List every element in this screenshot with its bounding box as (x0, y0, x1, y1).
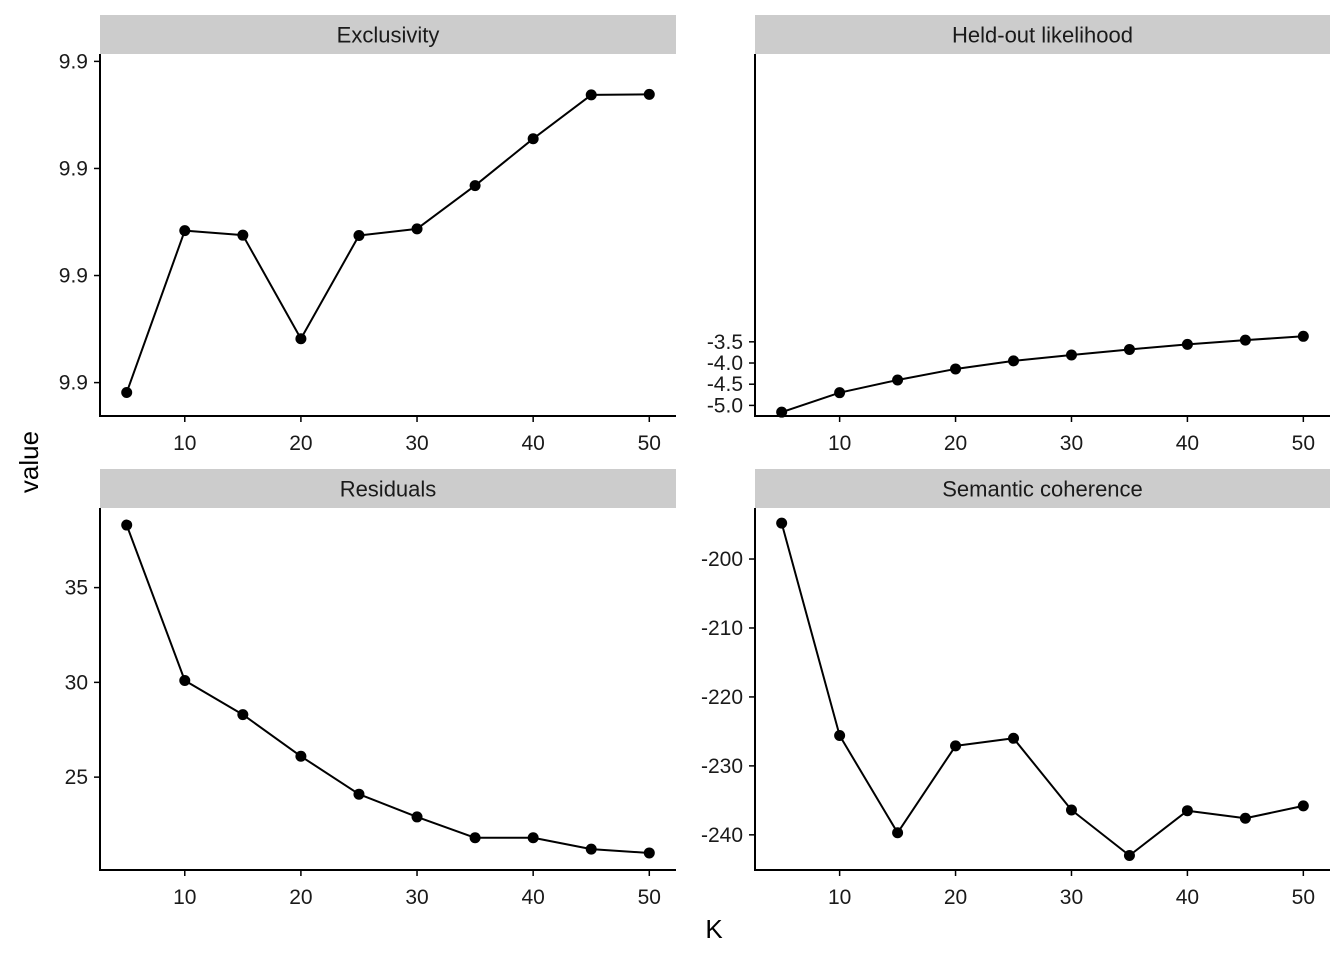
y-tick-label: -240 (701, 824, 743, 847)
panels: Exclusivity 10 20 30 40 50 9.9 9.9 9.9 9.9 Held-ou… (59, 15, 1330, 909)
data-point (1008, 355, 1020, 367)
data-point (353, 230, 365, 242)
data-point (950, 740, 962, 752)
facet-title: Residuals (340, 477, 437, 502)
y-tick-label: 9.9 (59, 157, 88, 180)
data-point (1181, 805, 1193, 817)
x-tick-label: 30 (1060, 432, 1083, 455)
series-line (125, 524, 650, 854)
y-tick-label: -5.0 (707, 394, 743, 417)
facet-strip (100, 15, 676, 54)
data-point (295, 750, 307, 762)
data-point (776, 517, 788, 529)
data-point (469, 832, 481, 844)
y-tick-label: -230 (701, 755, 743, 778)
facet-title: Exclusivity (337, 23, 440, 48)
panel-held-out-likelihood: Held-out likelihood 10 20 30 40 50 -5.0-4.5-4.… (707, 15, 1330, 455)
x-tick-label: 50 (638, 432, 661, 455)
x-tick-label: 10 (173, 432, 196, 455)
x-tick-label: 20 (289, 432, 312, 455)
y-tick-label: 9.9 (59, 372, 88, 395)
y-tick-label: -4.0 (707, 352, 743, 375)
data-point (353, 788, 365, 800)
series-line (125, 93, 650, 393)
x-tick-label: 40 (521, 886, 544, 909)
data-point (1297, 330, 1309, 342)
data-point (1239, 334, 1251, 346)
y-tick-label: -220 (701, 686, 743, 709)
data-point (834, 730, 846, 742)
data-point (1297, 800, 1309, 812)
data-point (469, 180, 481, 192)
panel-exclusivity: Exclusivity 10 20 30 40 50 9.9 9.9 9.9 9.9 (59, 15, 676, 455)
data-point (237, 709, 249, 721)
y-tick-label: -200 (701, 548, 743, 571)
data-point (1065, 804, 1077, 816)
y-tick-label: 35 (65, 577, 88, 600)
x-tick-label: 30 (405, 432, 428, 455)
data-point (1181, 338, 1193, 350)
data-point (1123, 343, 1135, 355)
facet-strip (755, 469, 1330, 508)
series-line (781, 335, 1304, 414)
y-tick-label: -3.5 (707, 331, 743, 354)
data-point (295, 333, 307, 345)
y-tick-label: -210 (701, 617, 743, 640)
data-point (776, 406, 788, 418)
data-point (237, 229, 249, 241)
panel-semantic-coherence: Semantic coherence 10 20 30 40 50 -240 -230 -220… (701, 469, 1330, 909)
x-tick-label: 50 (1292, 432, 1315, 455)
x-tick-label: 20 (944, 432, 967, 455)
y-tick-label: -4.5 (707, 373, 743, 396)
data-point (585, 843, 597, 855)
x-tick-label: 30 (1060, 886, 1083, 909)
data-point (1123, 850, 1135, 862)
data-point (585, 89, 597, 101)
data-point (950, 363, 962, 375)
data-point (121, 386, 133, 398)
x-axis-title: K (705, 914, 723, 944)
data-point (411, 811, 423, 823)
data-point (834, 387, 846, 399)
data-point (527, 832, 539, 844)
x-tick-label: 10 (828, 886, 851, 909)
x-tick-label: 40 (1176, 432, 1199, 455)
data-point (121, 519, 133, 531)
x-tick-label: 10 (828, 432, 851, 455)
y-tick-label: 25 (65, 766, 88, 789)
data-point (411, 223, 423, 235)
facet-title: Semantic coherence (942, 477, 1143, 502)
x-tick-label: 20 (289, 886, 312, 909)
series-line (780, 522, 1304, 857)
data-point (527, 133, 539, 145)
x-tick-label: 40 (521, 432, 544, 455)
x-tick-label: 50 (638, 886, 661, 909)
x-tick-label: 10 (173, 886, 196, 909)
x-tick-label: 30 (405, 886, 428, 909)
x-tick-label: 20 (944, 886, 967, 909)
data-point (643, 88, 655, 100)
x-tick-label: 40 (1176, 886, 1199, 909)
facet-strip (100, 469, 676, 508)
facet-title: Held-out likelihood (952, 23, 1133, 48)
data-point (179, 674, 191, 686)
data-point (643, 847, 655, 859)
y-tick-label: 9.9 (59, 50, 88, 73)
data-point (1239, 812, 1251, 824)
data-point (892, 827, 904, 839)
data-point (892, 374, 904, 386)
data-point (1065, 349, 1077, 361)
x-tick-label: 50 (1292, 886, 1315, 909)
y-tick-label: 9.9 (59, 265, 88, 288)
panel-residuals: Residuals 10 20 30 40 50 25 30 35 (65, 469, 676, 909)
y-axis-title: value (14, 431, 44, 493)
data-point (1008, 732, 1020, 744)
facet-strip (755, 15, 1330, 54)
y-tick-label: 30 (65, 671, 88, 694)
data-point (179, 225, 191, 237)
